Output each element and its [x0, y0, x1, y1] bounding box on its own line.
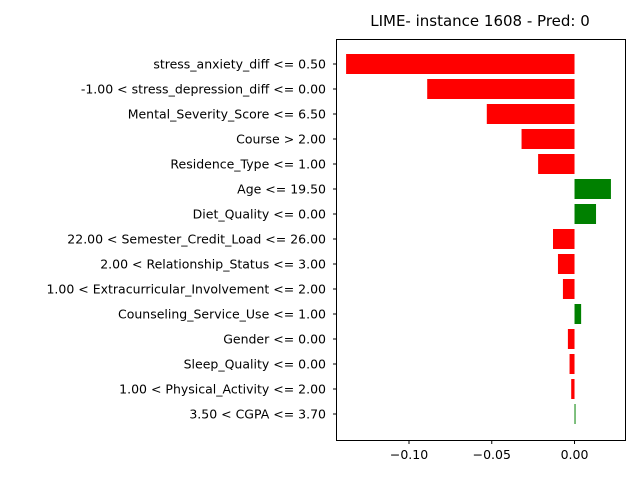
bar: [569, 354, 575, 374]
bar: [574, 404, 576, 424]
y-tick-label: Counseling_Service_Use <= 1.00: [118, 307, 326, 322]
y-tick-labels: stress_anxiety_diff <= 0.50 -1.00 < stres…: [46, 57, 337, 422]
bar: [574, 304, 582, 324]
y-tick-label: Sleep_Quality <= 0.00: [184, 357, 326, 372]
y-tick-label: Residence_Type <= 1.00: [170, 157, 326, 172]
x-tick-label: 0.00: [561, 447, 589, 462]
y-tick-label: 2.00 < Relationship_Status <= 3.00: [100, 257, 326, 272]
bar: [486, 104, 575, 124]
y-tick-label: stress_anxiety_diff <= 0.50: [153, 57, 326, 72]
bar: [557, 254, 575, 274]
bar: [346, 54, 575, 74]
bar: [562, 279, 575, 299]
bar: [538, 154, 575, 174]
x-ticks: −0.10 −0.05 0.00: [390, 440, 589, 462]
y-tick-label: Diet_Quality <= 0.00: [193, 207, 326, 222]
y-tick-label: Gender <= 0.00: [223, 332, 326, 347]
y-tick-label: 3.50 < CGPA <= 3.70: [189, 407, 326, 422]
y-tick-label: Course > 2.00: [236, 132, 326, 147]
chart-title: LIME- instance 1608 - Pred: 0: [370, 12, 590, 30]
y-tick-label: Age <= 19.50: [237, 182, 326, 197]
x-tick-label: −0.05: [473, 447, 511, 462]
y-tick-label: -1.00 < stress_depression_diff <= 0.00: [81, 82, 326, 97]
bar: [567, 329, 575, 349]
bar: [553, 229, 575, 249]
bar: [571, 379, 575, 399]
x-tick-label: −0.10: [390, 447, 428, 462]
plot-frame: [336, 39, 626, 441]
bar: [574, 179, 611, 199]
y-tick-label: 1.00 < Extracurricular_Involvement <= 2.…: [46, 282, 326, 297]
y-tick-label: 22.00 < Semester_Credit_Load <= 26.00: [67, 232, 326, 247]
y-tick-label: Mental_Severity_Score <= 6.50: [128, 107, 326, 122]
bar: [574, 204, 597, 224]
bars-group: [346, 54, 611, 424]
y-tick-label: 1.00 < Physical_Activity <= 2.00: [119, 382, 326, 397]
bar: [521, 129, 575, 149]
bar: [427, 79, 575, 99]
